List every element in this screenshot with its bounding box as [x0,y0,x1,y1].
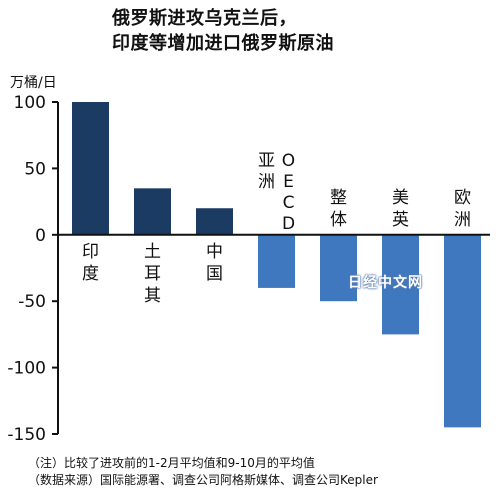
bars [72,102,481,428]
y-tick-label: 0 [35,226,46,246]
chart-title-line-1: 俄罗斯进攻乌克兰后， [112,8,297,29]
category-label-char: 土 [144,242,161,262]
category-label-char: C [283,193,295,213]
category-label-char: 亚 [258,151,275,171]
y-tick-label: -100 [7,359,46,379]
chart-title-line-2: 印度等增加进口俄罗斯原油 [112,33,334,54]
category-label-char: 耳 [144,264,161,284]
category-label-char: D [282,214,295,234]
y-tick-label: -150 [7,425,46,445]
category-label-char: 其 [144,286,161,306]
chart-notes: （注）比较了进攻前的1-2月平均值和9-10月的平均值 （数据来源）国际能源署、… [28,455,378,489]
watermark-logo: 日经中文网 [348,275,423,291]
category-label-char: 欧 [454,188,471,208]
bar-5 [320,234,357,302]
category-label-char: 国 [206,264,223,284]
category-label-char: 度 [82,264,99,284]
y-axis-ticks: 100 50 0 -50 -100 -150 [7,93,58,445]
category-label-char: 英 [392,210,409,230]
category-label-char: E [283,172,294,192]
category-label-char: 美 [392,188,409,208]
chart-title: 俄罗斯进攻乌克兰后， 印度等增加进口俄罗斯原油 [112,6,412,56]
bar-7 [444,234,481,428]
category-label-char: 洲 [258,172,275,192]
category-label-char: 印 [82,242,99,262]
y-tick-label: 100 [14,93,46,113]
bar-1 [72,102,109,235]
bar-2 [134,188,171,235]
y-tick-label: 50 [24,159,46,179]
note-comparison: （注）比较了进攻前的1-2月平均值和9-10月的平均值 [28,456,315,470]
category-label-char: 中 [206,242,223,262]
category-label-char: 体 [330,210,347,230]
bar-4 [258,234,295,288]
category-label-char: 整 [330,188,347,208]
bar-3 [196,208,233,235]
bar-6 [382,234,419,335]
category-label-char: O [282,151,295,171]
note-source: （数据来源）国际能源署、调查公司阿格斯媒体、调查公司Kepler [28,473,378,487]
y-tick-label: -50 [18,292,46,312]
category-label-char: 洲 [454,210,471,230]
y-axis-label: 万桶/日 [10,75,57,91]
